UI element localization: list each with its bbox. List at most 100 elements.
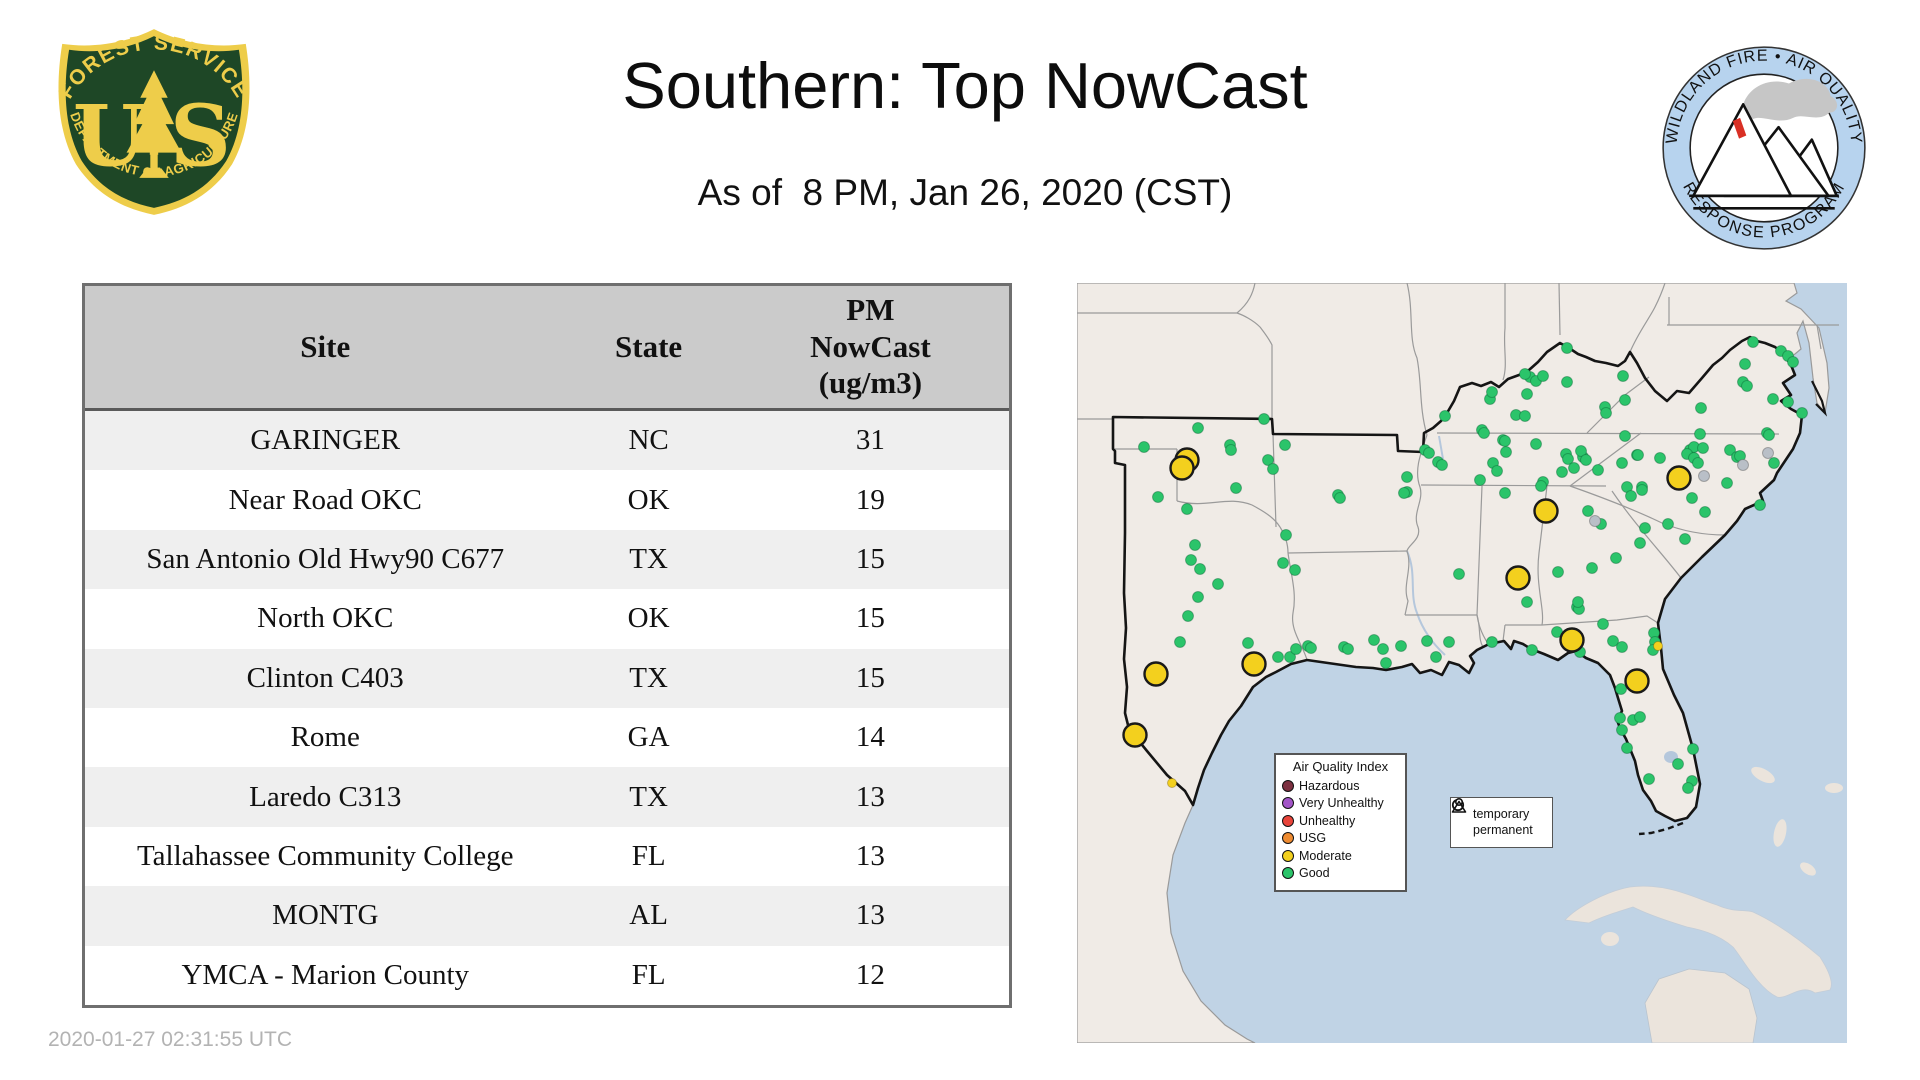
map-dot-good — [1686, 492, 1698, 504]
map-dot-good — [1537, 370, 1549, 382]
map-dot-good — [1600, 407, 1612, 419]
map-dot-good — [1619, 394, 1631, 406]
map-svg — [1077, 283, 1847, 1043]
map-dot-good — [1692, 457, 1704, 469]
map-dot-good — [1687, 743, 1699, 755]
map-dot-good — [1377, 643, 1389, 655]
cell-state: TX — [629, 661, 668, 694]
map-dot-good — [1423, 447, 1435, 459]
map-dot-good — [1610, 552, 1622, 564]
aqi-color-dot — [1282, 779, 1294, 792]
map-dot-good — [1747, 336, 1759, 348]
aqi-item-label: Very Unhealthy — [1299, 796, 1384, 811]
map-dot-good — [1526, 644, 1538, 656]
map-dot-good — [1562, 453, 1574, 465]
map-dot-good — [1138, 441, 1150, 453]
pine-tree-icon — [126, 70, 182, 178]
aqi-item-label: Good — [1299, 866, 1330, 881]
cell-site: Rome — [290, 721, 360, 754]
table-row: Clinton C403 TX 15 — [85, 648, 1009, 708]
map-dot-good — [1721, 477, 1733, 489]
map-dot-good — [1280, 529, 1292, 541]
map-dot-good — [1500, 446, 1512, 458]
cell-pm: 15 — [855, 542, 885, 575]
smoke-icon — [1741, 78, 1838, 121]
map-dot-good — [1625, 490, 1637, 502]
map-dot-good — [1401, 471, 1413, 483]
map-dot-moderate-large — [1122, 722, 1148, 748]
fs-letter-u: U — [73, 86, 147, 185]
map-dot-good — [1619, 430, 1631, 442]
map-dot-good — [1189, 539, 1201, 551]
map-dot-good — [1616, 457, 1628, 469]
map-dot-good — [1342, 643, 1354, 655]
map-dot-good — [1639, 522, 1651, 534]
map-dot-good — [1491, 465, 1503, 477]
map-dot-good — [1632, 449, 1644, 461]
map-dot-good — [1192, 591, 1204, 603]
map-dot-good — [1212, 578, 1224, 590]
map-dot-good — [1586, 562, 1598, 574]
aqi-item-label: Unhealthy — [1299, 813, 1356, 828]
map-dot-good — [1634, 537, 1646, 549]
map-dot-inactive — [1737, 459, 1749, 471]
map-dot-moderate-large — [1624, 668, 1650, 694]
map-dot-good — [1654, 452, 1666, 464]
map-dot-good — [1277, 557, 1289, 569]
bahamas — [1751, 766, 1843, 876]
map-dot-good — [1242, 637, 1254, 649]
aqi-legend-item: Good — [1282, 865, 1399, 883]
map-dot-good — [1695, 402, 1707, 414]
map-dot-good — [1767, 393, 1779, 405]
table-row: GARINGER NC 31 — [85, 411, 1009, 471]
map-dot-good — [1521, 596, 1533, 608]
table-header: Site State PM NowCast (ug/m3) — [85, 286, 1009, 411]
cell-state: AL — [629, 899, 668, 932]
map-dot-good — [1453, 568, 1465, 580]
map-dot-good — [1185, 554, 1197, 566]
map-dot-good — [1439, 410, 1451, 422]
cell-pm: 13 — [855, 899, 885, 932]
map-dot-good — [1614, 712, 1626, 724]
cell-site: GARINGER — [250, 424, 401, 457]
map-dot-good — [1380, 657, 1392, 669]
map-dot-moderate-large — [1241, 651, 1267, 677]
aqi-color-dot — [1282, 814, 1294, 827]
map-dot-good — [1568, 462, 1580, 474]
aqi-map: Air Quality Index Hazardous Very Unhealth… — [1077, 283, 1847, 1043]
map-dot-good — [1430, 651, 1442, 663]
cell-site: Near Road OKC — [228, 483, 422, 516]
map-dot-good — [1682, 782, 1694, 794]
table-row: MONTG AL 13 — [85, 886, 1009, 946]
map-dot-good — [1572, 596, 1584, 608]
cell-pm: 13 — [855, 780, 885, 813]
map-dot-good — [1768, 457, 1780, 469]
cell-state: TX — [629, 542, 668, 575]
map-dot-good — [1697, 442, 1709, 454]
aqi-legend: Air Quality Index Hazardous Very Unhealth… — [1274, 753, 1407, 892]
cell-state: FL — [631, 958, 666, 991]
map-dot-good — [1521, 388, 1533, 400]
map-dot-good — [1616, 724, 1628, 736]
aqi-color-dot — [1282, 867, 1294, 880]
map-dot-good — [1739, 358, 1751, 370]
cell-pm: 14 — [855, 721, 885, 754]
map-dot-moderate-large — [1143, 661, 1169, 687]
monitor-dots-layer — [1122, 336, 1808, 794]
map-dot-good — [1395, 640, 1407, 652]
map-dot-good — [1289, 564, 1301, 576]
map-dot-good — [1258, 413, 1270, 425]
cell-state: GA — [627, 721, 670, 754]
cell-state: OK — [627, 483, 670, 516]
map-dot-good — [1499, 487, 1511, 499]
isle-of-youth — [1601, 932, 1619, 946]
map-dot-moderate-large — [1533, 498, 1559, 524]
map-dot-good — [1694, 428, 1706, 440]
aqi-legend-item: Hazardous — [1282, 777, 1399, 795]
florida-keys — [1638, 821, 1684, 836]
map-dot-good — [1763, 429, 1775, 441]
map-dot-good — [1615, 683, 1627, 695]
aqi-legend-item: Unhealthy — [1282, 812, 1399, 830]
map-dot-good — [1182, 610, 1194, 622]
map-dot-good — [1679, 533, 1691, 545]
